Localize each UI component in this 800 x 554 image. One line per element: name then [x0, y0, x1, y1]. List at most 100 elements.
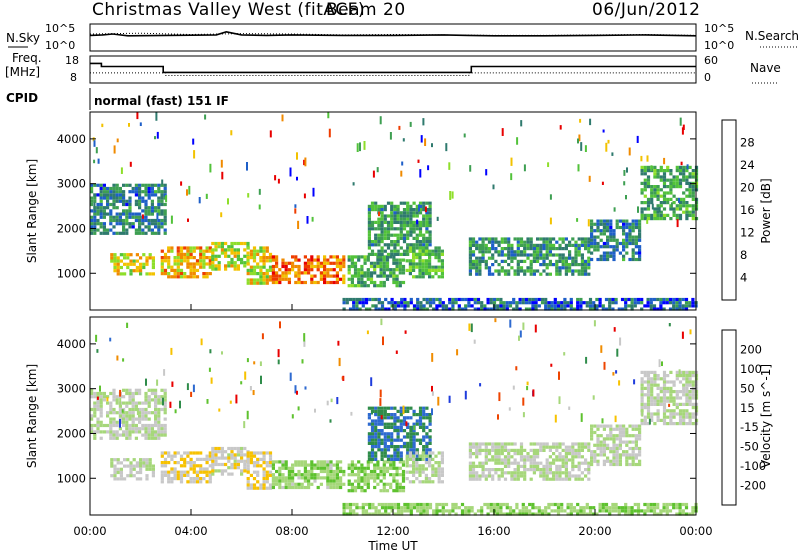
velocity-cell [265, 461, 269, 465]
velocity-cell [617, 512, 621, 516]
velocity-speckle [633, 379, 636, 385]
power-cell [669, 197, 673, 201]
power-speckle [401, 161, 404, 166]
power-speckle [682, 124, 685, 130]
velocity-cell [208, 454, 212, 458]
velocity-cell [685, 380, 689, 384]
velocity-cell [564, 468, 568, 472]
velocity-cell [390, 445, 394, 449]
power-cell [110, 256, 114, 260]
power-cell [352, 297, 356, 302]
power-cell [471, 266, 476, 270]
power-cell [672, 301, 676, 305]
power-cell [112, 190, 116, 194]
velocity-cell [396, 409, 400, 413]
power-cell [395, 261, 399, 265]
power-cell [418, 243, 423, 247]
velocity-speckle [380, 318, 383, 326]
velocity-cell [377, 509, 381, 513]
power-cell [370, 243, 375, 247]
velocity-cell [634, 462, 638, 467]
velocity-cell [350, 463, 354, 467]
power-cell [382, 255, 386, 259]
power-cell [685, 175, 689, 179]
power-cell [516, 266, 520, 270]
power-cell [383, 243, 387, 247]
velocity-cell [135, 464, 139, 468]
velocity-cell [558, 468, 562, 472]
power-cell [412, 256, 416, 260]
velocity-cell [599, 446, 603, 451]
power-cell [96, 209, 100, 213]
velocity-cell [548, 468, 552, 472]
velocity-cell [440, 467, 444, 471]
velocity-cell [147, 417, 151, 421]
velocity-cell [424, 480, 428, 484]
velocity-cell [135, 477, 139, 481]
velocity-cell [582, 512, 586, 516]
power-cell [599, 254, 603, 258]
velocity-cell [571, 468, 575, 472]
velocity-cell [386, 438, 391, 442]
velocity-cell [345, 512, 349, 516]
power-cell [319, 274, 323, 278]
power-cell [564, 259, 568, 263]
power-cell [406, 208, 410, 212]
power-cell [252, 278, 257, 282]
power-cell [529, 247, 533, 251]
velocity-cell [590, 437, 594, 441]
velocity-cell [666, 409, 670, 413]
power-cell [380, 240, 384, 244]
power-cell [638, 235, 642, 239]
power-cell [503, 272, 508, 276]
power-cell [435, 307, 439, 311]
velocity-cell [454, 506, 458, 510]
velocity-cell [512, 509, 516, 513]
velocity-cell [112, 430, 116, 434]
velocity-cell [560, 506, 564, 510]
velocity-cell [335, 473, 339, 477]
power-cell [631, 248, 635, 252]
power-cell [415, 211, 419, 215]
power-cell [497, 250, 501, 254]
velocity-cell [552, 461, 556, 465]
power-cell [428, 301, 433, 305]
power-cell [268, 265, 273, 269]
velocity-cell [128, 411, 132, 415]
velocity-cell [252, 483, 257, 487]
velocity-cell [500, 468, 504, 472]
velocity-cell [113, 470, 117, 475]
velocity-cell [227, 459, 231, 463]
power-speckle [129, 161, 132, 167]
velocity-cell [678, 509, 682, 513]
velocity-cell [564, 458, 568, 462]
velocity-cell [399, 454, 403, 458]
power-cell [451, 307, 455, 311]
power-cell [367, 230, 371, 234]
power-speckle [501, 128, 504, 136]
velocity-cell [618, 453, 622, 457]
power-cell [585, 301, 589, 305]
velocity-cell [377, 419, 381, 423]
power-cell [113, 265, 117, 270]
velocity-cell [291, 479, 295, 483]
velocity-cell [614, 506, 618, 510]
velocity-cell [507, 442, 511, 446]
power-cell [102, 228, 106, 232]
power-cell [350, 255, 354, 259]
power-cell [214, 241, 218, 246]
power-cell [148, 272, 152, 276]
velocity-cell [625, 462, 629, 467]
power-cell [326, 280, 330, 285]
velocity-cell [395, 485, 399, 490]
power-cell [516, 269, 520, 273]
velocity-cell [611, 509, 615, 513]
velocity-cell [475, 477, 479, 481]
power-cell [157, 190, 161, 194]
power-cell [571, 256, 575, 260]
power-cell [545, 256, 549, 260]
velocity-cell [214, 453, 218, 457]
power-cell [393, 301, 397, 305]
velocity-cell [497, 474, 501, 478]
power-cell [418, 262, 422, 266]
